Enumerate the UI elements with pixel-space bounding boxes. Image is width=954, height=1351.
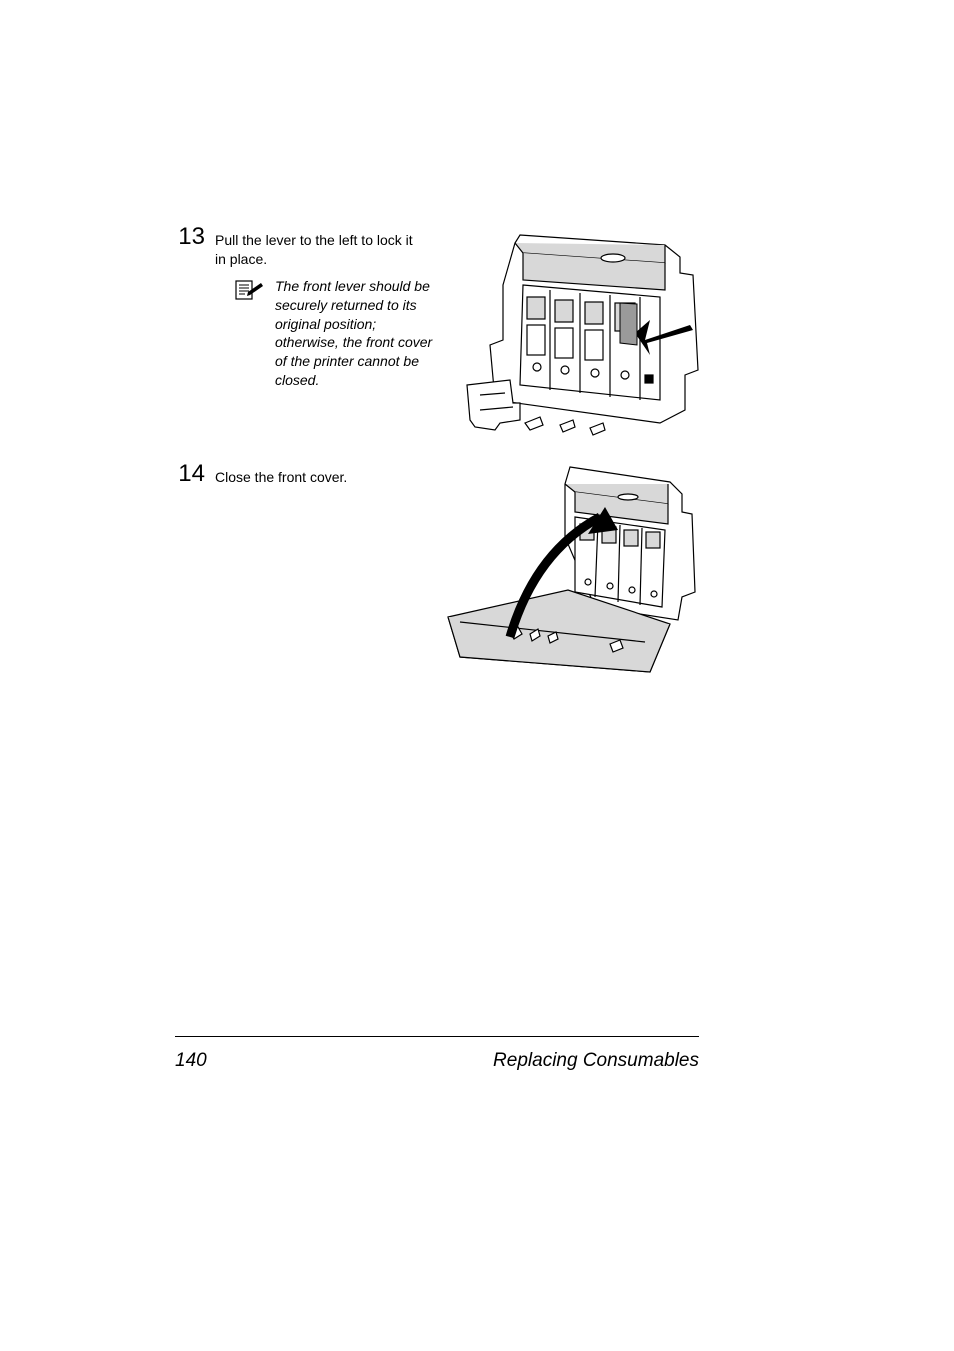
footer-divider [175,1036,699,1037]
section-title: Replacing Consumables [493,1050,699,1072]
step-14-text: Close the front cover. [215,462,425,487]
step-14-row: 14 Close the front cover. [175,462,425,487]
illustration-step-14 [440,462,700,677]
step-14-number: 14 [175,462,215,486]
page-number: 140 [175,1050,207,1072]
step-14-container: 14 Close the front cover. [175,462,425,495]
illustration-step-13 [465,225,705,445]
note-text: The front lever should be securely retur… [275,277,440,390]
note-icon [235,279,263,301]
step-13-text: Pull the lever to the left to lock it in… [215,225,425,269]
step-13-number: 13 [175,225,215,249]
